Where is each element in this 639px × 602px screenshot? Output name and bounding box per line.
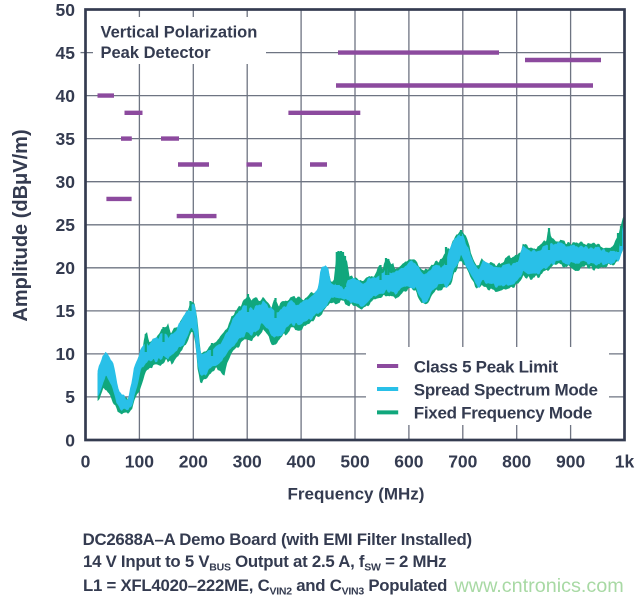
svg-text:Spread Spectrum Mode: Spread Spectrum Mode <box>414 380 598 399</box>
svg-text:800: 800 <box>502 451 531 471</box>
svg-text:40: 40 <box>56 86 76 106</box>
svg-text:20: 20 <box>56 258 76 278</box>
svg-text:300: 300 <box>233 451 262 471</box>
svg-text:0: 0 <box>81 451 91 471</box>
svg-text:Amplitude (dBμV/m): Amplitude (dBμV/m) <box>10 129 32 321</box>
svg-text:5: 5 <box>65 387 75 407</box>
svg-text:35: 35 <box>56 129 76 149</box>
svg-text:500: 500 <box>340 451 369 471</box>
svg-text:Fixed Frequency Mode: Fixed Frequency Mode <box>414 404 592 423</box>
svg-text:www.cntronics.com: www.cntronics.com <box>454 575 624 597</box>
svg-text:700: 700 <box>448 451 477 471</box>
svg-text:0: 0 <box>65 430 75 450</box>
svg-text:25: 25 <box>56 215 76 235</box>
svg-text:30: 30 <box>56 172 76 192</box>
svg-text:Frequency (MHz): Frequency (MHz) <box>288 485 425 504</box>
svg-text:400: 400 <box>286 451 315 471</box>
svg-text:DC2688A–A Demo Board (with EMI: DC2688A–A Demo Board (with EMI Filter In… <box>83 530 472 549</box>
svg-text:600: 600 <box>394 451 423 471</box>
svg-text:14 V Input to 5 VBUS Output at: 14 V Input to 5 VBUS Output at 2.5 A, fS… <box>83 552 446 574</box>
svg-text:200: 200 <box>179 451 208 471</box>
svg-text:15: 15 <box>56 301 76 321</box>
svg-text:L1 = XFL4020–222ME, CVIN2 and: L1 = XFL4020–222ME, CVIN2 and CVIN3 Popu… <box>83 576 447 598</box>
svg-text:Vertical Polarization: Vertical Polarization <box>101 23 258 41</box>
svg-text:10: 10 <box>56 344 76 364</box>
svg-text:100: 100 <box>125 451 154 471</box>
svg-text:Class 5 Peak Limit: Class 5 Peak Limit <box>414 357 559 376</box>
svg-text:50: 50 <box>56 0 76 20</box>
svg-text:900: 900 <box>556 451 585 471</box>
svg-text:Peak Detector: Peak Detector <box>101 44 212 62</box>
svg-text:45: 45 <box>56 43 76 63</box>
svg-text:1k: 1k <box>615 451 635 471</box>
